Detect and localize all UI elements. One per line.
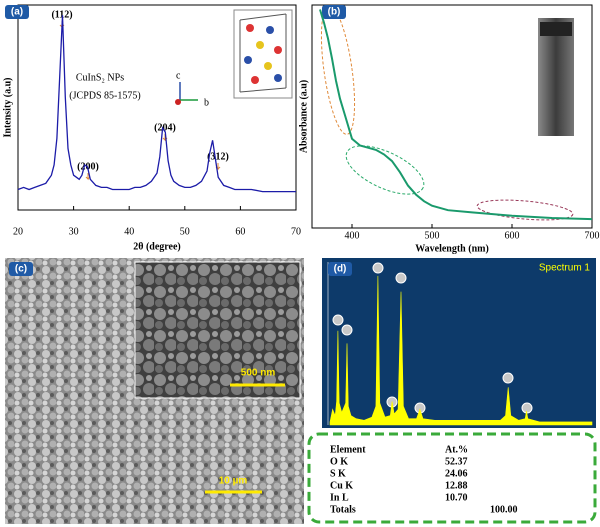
- table-cell: 100.00: [490, 504, 518, 515]
- panel-label-box: [9, 262, 33, 276]
- plot-frame-b: [311, 4, 593, 229]
- table-cell: 24.06: [445, 468, 468, 479]
- peak-marker: [341, 324, 353, 336]
- crystal-inset: [175, 9, 293, 105]
- annotation: (112): [51, 9, 72, 20]
- table-cell: 12.88: [445, 480, 468, 491]
- table-cell: In L: [330, 492, 349, 503]
- panel-label-box: [328, 262, 352, 276]
- annotation: (JCPDS 85-1575): [69, 90, 140, 101]
- x-tick-label: 20: [13, 226, 23, 237]
- panel-label-box: [322, 5, 346, 19]
- x-tick-label: 500: [425, 230, 440, 241]
- sem-inset: [134, 261, 301, 399]
- table-header: Element: [330, 444, 366, 455]
- peak-markers: [332, 262, 533, 414]
- peak-marker: [521, 402, 533, 414]
- spectrum-background: [322, 258, 596, 428]
- plot-frame-a: [17, 4, 297, 211]
- x-tick-label: 60: [235, 226, 245, 237]
- scale-label: 500 nm: [241, 368, 276, 379]
- scale-label: 10 µm: [219, 476, 248, 487]
- table-header: At.%: [445, 444, 468, 455]
- y-axis-label: Intensity (a.u): [2, 77, 13, 137]
- x-tick-label: 30: [69, 226, 79, 237]
- panel-label-box: [5, 5, 29, 19]
- table-cell: 52.37: [445, 456, 468, 467]
- peak-marker: [372, 262, 384, 274]
- spectrum-area: [329, 275, 593, 426]
- peak-marker: [395, 272, 407, 284]
- panel-label: (a): [11, 7, 23, 18]
- peak-marker: [332, 314, 344, 326]
- panel-label: (d): [334, 264, 347, 275]
- uv-decoration: [320, 5, 574, 221]
- panel-label: (c): [15, 264, 27, 275]
- x-tick-label: 50: [180, 226, 190, 237]
- annotation: b: [204, 97, 209, 108]
- x-tick-label: 40: [124, 226, 134, 237]
- annotation: c: [176, 70, 181, 81]
- table-cell: O K: [330, 456, 348, 467]
- spectrum-title: Spectrum 1: [539, 263, 591, 274]
- panel-label: (b): [328, 7, 341, 18]
- table-cell: 10.70: [445, 492, 468, 503]
- annotation: CuInS₂ NPs: [76, 72, 124, 83]
- peak-marker: [502, 372, 514, 384]
- x-tick-label: 600: [505, 230, 520, 241]
- table-frame: [307, 432, 597, 524]
- x-tick-label: 70: [291, 226, 301, 237]
- eds-table: Element At.% O K 52.37 S K 24.06 Cu K 12.88 In L…: [330, 444, 518, 515]
- x-axis-label: 2θ (degree): [133, 241, 181, 252]
- data-line: [319, 9, 593, 221]
- annotation: (204): [154, 122, 176, 133]
- table-cell: Cu K: [330, 480, 353, 491]
- y-axis-label: Absorbance (a.u): [298, 80, 309, 153]
- x-axis-label: Wavelength (nm): [415, 243, 489, 254]
- x-tick-label: 700: [585, 230, 600, 241]
- x-tick-label: 400: [345, 230, 360, 241]
- data-line: [17, 15, 296, 193]
- table-cell: S K: [330, 468, 346, 479]
- annotation: (312): [207, 151, 229, 162]
- table-cell: Totals: [330, 504, 356, 515]
